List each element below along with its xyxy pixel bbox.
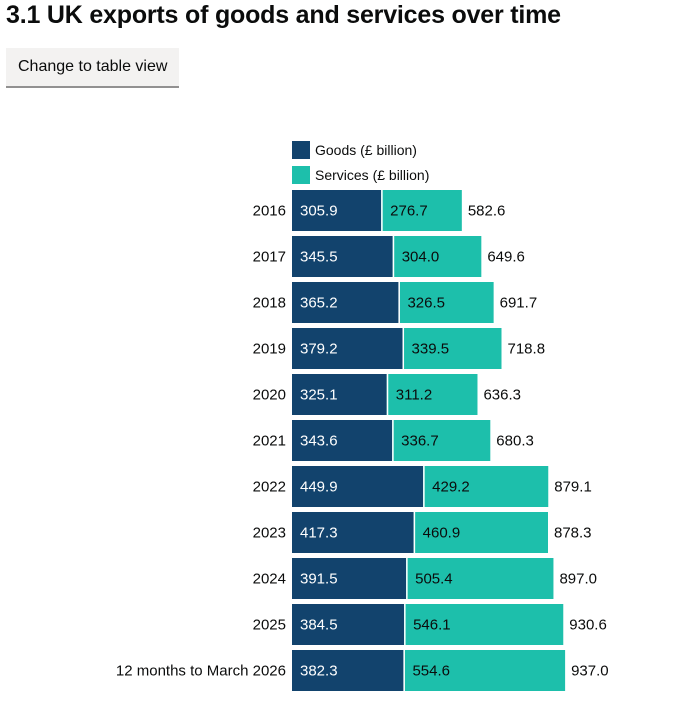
data-label-total: 879.1 [554, 479, 592, 496]
data-label-services: 546.1 [413, 617, 451, 634]
legend-swatch-goods [292, 141, 310, 159]
bar-services [404, 604, 564, 645]
bar-divider [398, 282, 400, 323]
data-label-goods: 365.2 [300, 295, 338, 312]
data-label-goods: 305.9 [300, 203, 338, 220]
bar-services [392, 420, 491, 461]
data-label-goods: 343.6 [300, 433, 338, 450]
category-label: 2025 [253, 617, 286, 634]
category-label: 2020 [253, 387, 286, 404]
data-label-services: 276.7 [390, 203, 428, 220]
bar-goods [292, 282, 399, 323]
bar-divider [406, 558, 408, 599]
page-title: 3.1 UK exports of goods and services ove… [6, 1, 561, 29]
bar-goods [292, 420, 393, 461]
data-label-total: 930.6 [569, 617, 607, 634]
bar-services [381, 190, 462, 231]
category-label: 2019 [253, 341, 286, 358]
bar-services [386, 374, 478, 415]
bar-services [406, 558, 554, 599]
bar-goods [292, 466, 424, 507]
data-label-goods: 417.3 [300, 525, 338, 542]
data-label-services: 339.5 [412, 341, 450, 358]
bar-divider [392, 420, 394, 461]
data-label-services: 326.5 [407, 295, 445, 312]
data-label-total: 878.3 [554, 525, 592, 542]
bar-goods [292, 558, 407, 599]
category-label: 2016 [253, 203, 286, 220]
bar-goods [292, 190, 382, 231]
bar-divider [403, 650, 405, 691]
bar-divider [423, 466, 425, 507]
change-to-table-view-button[interactable]: Change to table view [6, 48, 180, 88]
data-label-goods: 382.3 [300, 663, 338, 680]
bar-divider [404, 604, 406, 645]
bar-goods [292, 328, 403, 369]
data-label-services: 429.2 [432, 479, 470, 496]
bar-services [413, 512, 548, 553]
bar-divider [413, 512, 416, 553]
data-label-services: 311.2 [396, 387, 432, 404]
data-label-goods: 449.9 [300, 479, 338, 496]
bar-goods [292, 650, 404, 691]
data-label-total: 897.0 [559, 571, 597, 588]
data-label-services: 304.0 [402, 249, 440, 266]
bar-services [403, 650, 566, 691]
bar-goods [292, 374, 387, 415]
data-label-goods: 379.2 [300, 341, 338, 358]
category-label: 12 months to March 2026 [116, 663, 286, 680]
data-label-services: 336.7 [401, 433, 439, 450]
category-label: 2021 [253, 433, 286, 450]
bar-goods [292, 236, 393, 277]
data-label-services: 460.9 [423, 525, 461, 542]
data-label-total: 582.6 [468, 203, 506, 220]
legend-swatch-services [292, 166, 310, 184]
data-label-total: 680.3 [496, 433, 534, 450]
data-label-goods: 384.5 [300, 617, 338, 634]
data-label-total: 691.7 [500, 295, 538, 312]
bar-divider [386, 374, 389, 415]
data-label-total: 649.6 [487, 249, 525, 266]
bar-services [402, 328, 502, 369]
category-label: 2022 [253, 479, 286, 496]
legend-label-goods: Goods (£ billion) [315, 142, 417, 158]
data-label-goods: 391.5 [300, 571, 338, 588]
bar-goods [292, 604, 405, 645]
data-label-services: 554.6 [412, 663, 450, 680]
bar-divider [381, 190, 383, 231]
data-label-services: 505.4 [415, 571, 453, 588]
category-label: 2017 [253, 249, 286, 266]
bar-goods [292, 512, 414, 553]
bar-divider [402, 328, 405, 369]
data-label-total: 718.8 [508, 341, 546, 358]
bar-services [423, 466, 549, 507]
data-label-total: 636.3 [483, 387, 521, 404]
bar-services [398, 282, 494, 323]
data-label-goods: 325.1 [300, 387, 338, 404]
bar-services [392, 236, 482, 277]
data-label-total: 937.0 [571, 663, 609, 680]
bar-divider [392, 236, 395, 277]
data-label-goods: 345.5 [300, 249, 338, 266]
category-label: 2024 [253, 571, 286, 588]
category-label: 2023 [253, 525, 286, 542]
category-label: 2018 [253, 295, 286, 312]
legend-label-services: Services (£ billion) [315, 167, 429, 183]
